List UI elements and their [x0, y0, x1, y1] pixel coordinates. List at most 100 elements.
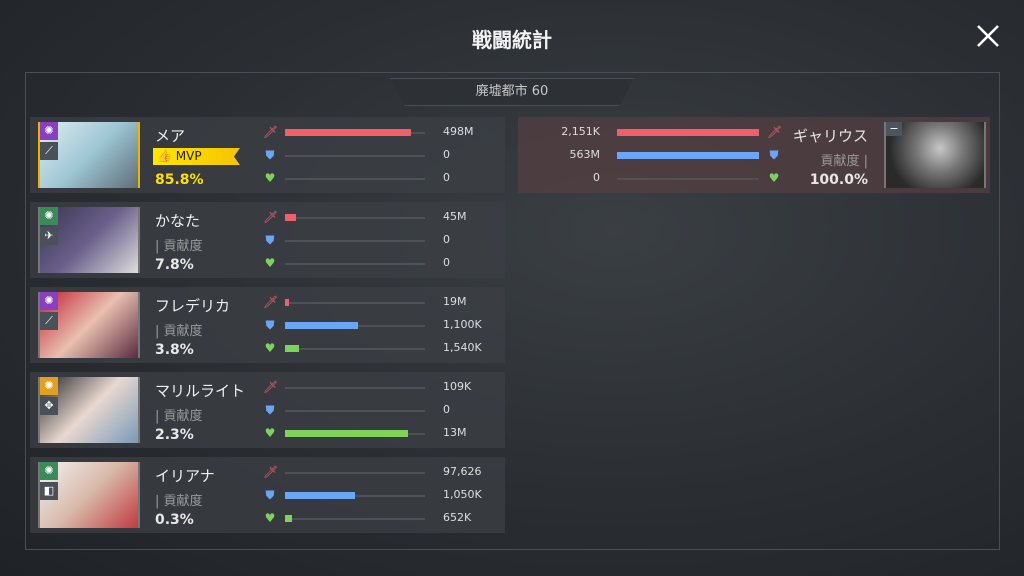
defense-value: 0 — [443, 148, 450, 161]
stats-frame — [25, 72, 1000, 550]
element-icon: ✺ — [40, 292, 58, 310]
ally-row[interactable]: ✺ ⟋ メア 👍 MVP 85.8% 🗡 498M ⛊ 0 ♥ 0 — [30, 117, 505, 193]
element-icon: ✺ — [40, 462, 58, 480]
heal-stat: ♥ 13M — [263, 426, 503, 442]
heal-bar-track — [285, 178, 425, 180]
ally-row[interactable]: ✺ ✥ マリルライト | 貢献度 2.3% 🗡 109K ⛊ 0 ♥ 13M — [30, 372, 505, 448]
shield-icon: ⛊ — [265, 318, 275, 332]
minus-icon: − — [886, 122, 902, 136]
sword-icon: 🗡 — [263, 125, 279, 139]
contribution-percent: 0.3% — [155, 512, 194, 528]
attack-bar-track — [285, 387, 425, 389]
defense-value: 0 — [443, 233, 450, 246]
heal-stat: ♥ 1,540K — [263, 341, 503, 357]
defense-bar-track — [285, 240, 425, 242]
attack-value: 109K — [443, 380, 472, 393]
character-name: フレデリカ — [155, 297, 231, 315]
attack-bar-track — [617, 129, 759, 136]
attack-bar-track — [285, 214, 425, 221]
enemy-portrait: − — [884, 122, 986, 188]
heart-icon: ♥ — [768, 171, 780, 185]
enemy-percent: 100.0% — [809, 172, 868, 188]
character-portrait: ✺ ⟋ — [38, 292, 140, 358]
heal-bar-track — [285, 263, 425, 265]
sword-icon: 🗡 — [263, 465, 279, 479]
shield-icon: ⛊ — [265, 488, 275, 502]
character-portrait: ✺ ◧ — [38, 462, 140, 528]
sword-icon: 🗡 — [767, 125, 783, 139]
defense-stat: ⛊ 563M — [538, 148, 779, 164]
contribution-label: | 貢献度 — [155, 324, 203, 339]
heal-value: 0 — [443, 171, 450, 184]
attack-bar-fill — [285, 129, 411, 136]
character-name: イリアナ — [155, 467, 215, 485]
attack-stat: 🗡 109K — [263, 380, 503, 396]
element-icon: ✺ — [40, 377, 58, 395]
heart-icon: ♥ — [264, 511, 276, 525]
attack-value: 97,626 — [443, 465, 482, 478]
sword-icon: 🗡 — [263, 295, 279, 309]
heal-stat: ♥ 652K — [263, 511, 503, 527]
enemy-name: ギャリウス — [792, 127, 868, 145]
defense-value: 563M — [569, 148, 601, 161]
ally-row[interactable]: ✺ ◧ イリアナ | 貢献度 0.3% 🗡 97,626 ⛊ 1,050K ♥ … — [30, 457, 505, 533]
thumbs-up-icon: 👍 — [157, 149, 172, 163]
heart-icon: ♥ — [264, 426, 276, 440]
shield-icon: ⛊ — [265, 233, 275, 247]
attack-bar-fill — [285, 299, 290, 306]
defense-bar-track — [285, 492, 425, 499]
shield-icon: ◧ — [40, 482, 58, 500]
defense-bar-track — [285, 155, 425, 157]
defense-bar-track — [285, 322, 425, 329]
shield-icon: ⛊ — [769, 148, 779, 162]
attack-stat: 🗡 45M — [263, 210, 503, 226]
contribution-percent: 7.8% — [155, 257, 194, 273]
defense-bar-fill — [285, 322, 358, 329]
character-name: かなた — [155, 212, 201, 230]
plane-icon: ✈ — [40, 227, 58, 245]
element-icon: ✺ — [40, 207, 58, 225]
heal-bar-track — [285, 345, 425, 352]
defense-value: 1,100K — [443, 318, 482, 331]
defense-stat: ⛊ 0 — [263, 148, 503, 164]
attack-stat: 🗡 19M — [263, 295, 503, 311]
character-portrait: ✺ ⟋ — [38, 122, 140, 188]
crosshair-icon: ✥ — [40, 397, 58, 415]
heal-bar-track — [617, 178, 759, 180]
contribution-percent: 85.8% — [155, 172, 204, 188]
character-name: マリルライト — [155, 382, 246, 400]
heal-bar-fill — [285, 430, 409, 437]
defense-bar-track — [285, 410, 425, 412]
defense-stat: ⛊ 0 — [263, 233, 503, 249]
contribution-label: | 貢献度 — [155, 239, 203, 254]
contribution-label: | 貢献度 — [155, 409, 203, 424]
shield-icon: ⛊ — [265, 148, 275, 162]
mvp-label: MVP — [175, 149, 202, 163]
heal-stat: ♥ 0 — [263, 171, 503, 187]
heal-bar-track — [285, 430, 425, 437]
attack-bar-track — [285, 129, 425, 136]
attack-stat: 🗡 2,151K — [538, 125, 782, 141]
character-name: メア — [155, 127, 186, 145]
attack-bar-fill — [617, 129, 759, 136]
close-icon[interactable] — [972, 20, 1004, 52]
heal-value: 13M — [443, 426, 467, 439]
heart-icon: ♥ — [264, 171, 276, 185]
defense-bar-fill — [617, 152, 759, 159]
heal-stat: ♥ 0 — [538, 171, 779, 187]
ally-row[interactable]: ✺ ✈ かなた | 貢献度 7.8% 🗡 45M ⛊ 0 ♥ 0 — [30, 202, 505, 278]
heal-value: 652K — [443, 511, 472, 524]
attack-bar-track — [285, 472, 425, 474]
contribution-percent: 2.3% — [155, 427, 194, 443]
defense-stat: ⛊ 0 — [263, 403, 503, 419]
ally-row[interactable]: ✺ ⟋ フレデリカ | 貢献度 3.8% 🗡 19M ⛊ 1,100K ♥ 1,… — [30, 287, 505, 363]
sword-icon: 🗡 — [263, 210, 279, 224]
page-title: 戦闘統計 — [472, 28, 552, 52]
character-portrait: ✺ ✈ — [38, 207, 140, 273]
attack-value: 19M — [443, 295, 467, 308]
defense-bar-fill — [285, 492, 355, 499]
heal-value: 0 — [443, 256, 450, 269]
contribution-label: 貢献度 | — [820, 154, 868, 169]
heart-icon: ♥ — [264, 256, 276, 270]
stage-name: 廃墟都市 60 — [390, 78, 634, 106]
